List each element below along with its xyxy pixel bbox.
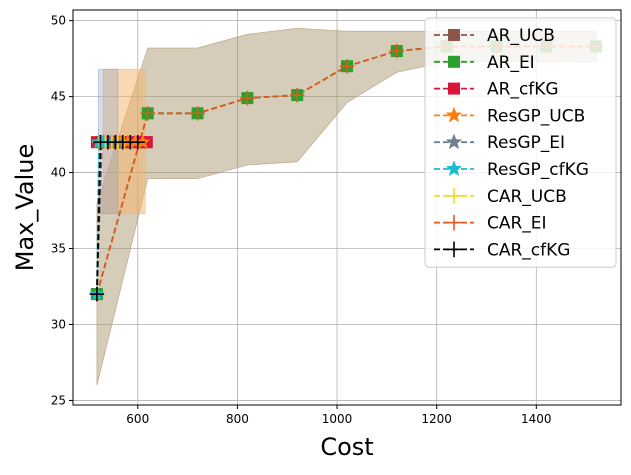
data-point-car-ei — [289, 87, 305, 103]
legend-label: ResGP_EI — [487, 133, 565, 153]
legend: AR_UCB AR_EI AR_cfKG ResGP_UCB ResGP_EI ResGP… — [424, 17, 617, 268]
data-point-car-cfkg — [89, 286, 105, 302]
legend-entry-car-ei: CAR_EI — [434, 214, 547, 234]
data-point-car-ei — [140, 106, 155, 121]
legend-entry-ar-ucb: AR_UCB — [434, 26, 555, 46]
legend-entry-car-ucb: CAR_UCB — [434, 187, 567, 207]
legend-box — [424, 17, 617, 268]
x-tick-label: 1200 — [421, 412, 452, 426]
legend-entry-ar-ei: AR_EI — [434, 53, 535, 73]
legend-marker — [445, 160, 463, 177]
legend-marker — [446, 241, 462, 258]
x-tick-label: 1400 — [521, 412, 552, 426]
y-tick-label: 25 — [51, 393, 66, 407]
x-axis-label: Cost — [320, 433, 373, 461]
y-axis-label: Max_Value — [11, 144, 39, 272]
data-point-car-ei — [240, 90, 255, 106]
legend-marker — [446, 214, 462, 231]
legend-label: AR_EI — [487, 53, 535, 73]
legend-entry-car-cfkg: CAR_cfKG — [434, 240, 570, 260]
data-point-car-cfkg — [130, 134, 145, 150]
data-point-car-ei — [339, 59, 355, 74]
data-point-car-ei — [190, 106, 205, 121]
axis-ticks: 600 800 1000 1200 1400 25 30 35 40 45 50 — [51, 14, 552, 426]
legend-entry-ar-cfkg: AR_cfKG — [434, 80, 559, 100]
legend-marker — [448, 29, 460, 41]
y-tick-label: 45 — [51, 90, 66, 104]
legend-label: ResGP_UCB — [487, 106, 585, 126]
legend-entry-resgp-ucb: ResGP_UCB — [434, 106, 585, 126]
legend-label: AR_UCB — [487, 26, 555, 46]
legend-label: AR_cfKG — [487, 80, 559, 100]
legend-entry-resgp-cfkg: ResGP_cfKG — [434, 160, 589, 180]
data-point-car-ei — [389, 43, 405, 59]
legend-label: CAR_UCB — [487, 187, 567, 207]
x-tick-label: 800 — [226, 412, 249, 426]
legend-entry-resgp-ei: ResGP_EI — [434, 133, 565, 153]
legend-marker — [446, 188, 462, 204]
legend-marker — [445, 106, 463, 123]
legend-marker — [445, 133, 463, 150]
legend-label: ResGP_cfKG — [487, 160, 589, 180]
x-tick-label: 1000 — [322, 412, 353, 426]
plot-frame — [72, 9, 622, 406]
x-tick-label: 600 — [126, 412, 149, 426]
legend-label: CAR_cfKG — [487, 240, 570, 260]
legend-marker — [448, 82, 460, 95]
legend-label: CAR_EI — [487, 214, 547, 234]
y-tick-label: 30 — [51, 317, 66, 331]
y-tick-label: 50 — [51, 14, 66, 28]
y-tick-label: 40 — [51, 166, 66, 180]
legend-marker — [448, 55, 460, 68]
y-tick-label: 35 — [51, 242, 66, 256]
